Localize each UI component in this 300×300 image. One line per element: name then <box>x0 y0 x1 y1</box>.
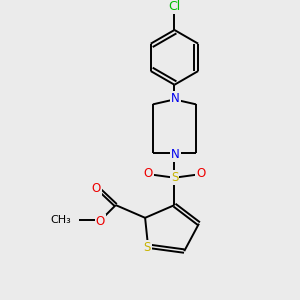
Text: N: N <box>171 148 180 161</box>
Text: O: O <box>196 167 206 180</box>
Text: N: N <box>171 92 180 105</box>
Text: CH₃: CH₃ <box>50 215 71 225</box>
Text: O: O <box>95 215 105 228</box>
Text: O: O <box>143 167 153 180</box>
Text: Cl: Cl <box>168 0 181 13</box>
Text: O: O <box>92 182 101 195</box>
Text: S: S <box>143 241 151 254</box>
Text: S: S <box>171 171 178 184</box>
